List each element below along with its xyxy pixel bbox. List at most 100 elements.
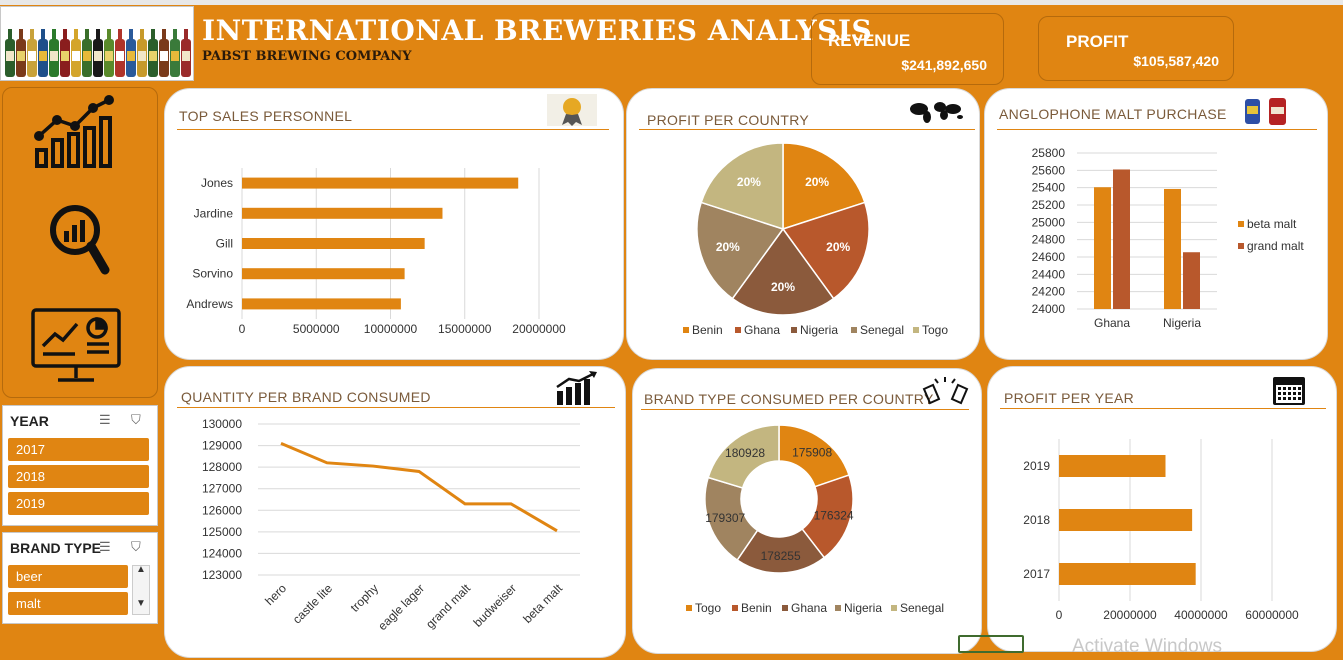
category-label: Andrews: [186, 297, 233, 311]
brand-option-beer[interactable]: beer: [8, 565, 128, 588]
calendar-icon: [1273, 377, 1305, 405]
data-label: 20%: [737, 175, 761, 189]
calendar-cell: [1283, 397, 1286, 400]
legend-label: Senegal: [900, 601, 944, 615]
magnifier-chart-icon[interactable]: [50, 205, 110, 275]
calendar-cell: [1288, 387, 1291, 390]
year-option-2018[interactable]: 2018: [8, 465, 149, 488]
legend-label: Benin: [741, 601, 772, 615]
year-option-2017[interactable]: 2017: [8, 438, 149, 461]
bottle-neck: [19, 29, 23, 41]
category-label: beta malt: [520, 581, 565, 626]
bottle-label: [28, 51, 36, 61]
y-tick-label: 24200: [1032, 285, 1066, 299]
brand-type-country-title: BRAND TYPE CONSUMED PER COUNTRY: [644, 391, 934, 407]
scroll-up-icon[interactable]: ▲: [136, 564, 146, 575]
y-tick-label: 24000: [1032, 302, 1066, 316]
legend-swatch: [1238, 221, 1244, 227]
brand-type-country-chart: 175908 176324 178255 179307 180928 Togo Benin G…: [686, 377, 969, 615]
scroll-down-icon[interactable]: ▼: [136, 598, 146, 609]
bottle-neck: [107, 29, 111, 41]
bottle-label: [72, 51, 80, 61]
calendar-cell: [1293, 392, 1296, 395]
profit-country-title: PROFIT PER COUNTRY: [647, 112, 810, 128]
profit-country-chart: 20% 20% 20% 20% 20% Benin Ghana Nigeria Senegal T…: [683, 102, 963, 337]
x-tick-label: 0: [1056, 608, 1063, 622]
anglophone-title: ANGLOPHONE MALT PURCHASE: [999, 106, 1227, 122]
calendar-cell: [1278, 387, 1281, 390]
data-label: 178255: [761, 549, 801, 563]
bottle-neck: [140, 29, 144, 41]
clear-filter-icon[interactable]: ⛉: [131, 412, 141, 427]
category-label: castle lite: [290, 581, 336, 627]
profit-year-title: PROFIT PER YEAR: [1004, 390, 1135, 406]
calendar-cell: [1293, 387, 1296, 390]
title-rule: [997, 129, 1317, 130]
year-option-2019[interactable]: 2019: [8, 492, 149, 515]
slicer-scrollbar[interactable]: ▲ ▼: [132, 564, 150, 615]
y-tick-label: 25400: [1032, 181, 1066, 195]
bar: [1183, 252, 1200, 309]
bottle-label: [50, 51, 58, 61]
monitor-dashboard-icon[interactable]: [31, 308, 121, 382]
category-label: 2017: [1023, 567, 1050, 581]
category-label: eagle lager: [375, 581, 427, 633]
year-slicer-label: YEAR: [10, 413, 49, 429]
title-rule: [177, 407, 615, 408]
bottle-neck: [63, 29, 67, 41]
profit-year-card: PROFIT PER YEAR 0 20000000 40000000 6000000…: [987, 366, 1337, 652]
legend-label: Nigeria: [844, 601, 882, 615]
donut-slice: [707, 424, 780, 489]
legend-swatch: [891, 605, 897, 611]
calendar-cell: [1293, 397, 1296, 400]
legend-label: Togo: [922, 323, 948, 337]
category-label: 2018: [1023, 513, 1050, 527]
brand-option-malt[interactable]: malt: [8, 592, 128, 615]
bottle-neck: [8, 29, 12, 41]
data-label: 180928: [725, 446, 765, 460]
category-label: Gill: [216, 237, 233, 251]
title-rule: [639, 129, 975, 130]
slice: [781, 201, 870, 300]
line-bar-chart-icon[interactable]: [34, 95, 114, 168]
revenue-kpi-card: REVENUE $241,892,650: [811, 13, 1004, 85]
y-tick-label: 126000: [202, 503, 242, 517]
category-label: 2019: [1023, 459, 1050, 473]
data-label: 20%: [716, 240, 740, 254]
bottle-neck: [151, 29, 155, 41]
bottle-neck: [85, 29, 89, 41]
y-tick-label: 24800: [1032, 233, 1066, 247]
bottle-neck: [129, 29, 133, 41]
anglophone-card: ANGLOPHONE MALT PURCHASE 24000 24200 24400…: [984, 88, 1328, 360]
bottle-neck: [162, 29, 166, 41]
revenue-label: REVENUE: [828, 31, 911, 50]
legend-swatch: [791, 327, 797, 333]
nav-panel: [2, 87, 158, 398]
multi-select-icon[interactable]: ☰: [99, 412, 111, 427]
clear-filter-icon[interactable]: ⛉: [131, 539, 141, 554]
y-tick-label: 123000: [202, 568, 242, 582]
bottle-label: [127, 51, 135, 61]
brand-type-slicer-label: BRAND TYPE: [10, 540, 102, 556]
legend-swatch: [732, 605, 738, 611]
y-tick-label: 24400: [1032, 267, 1066, 281]
bar: [1059, 563, 1196, 585]
legend-label: Senegal: [860, 323, 904, 337]
legend-swatch: [782, 605, 788, 611]
title-rule: [641, 409, 969, 410]
category-label: Sorvino: [192, 267, 233, 281]
slice: [700, 142, 784, 231]
data-label: 179307: [705, 511, 745, 525]
bottle-label: [182, 51, 190, 61]
bar: [1164, 188, 1181, 309]
malt-cans-icon: [1245, 98, 1286, 125]
brand-type-country-card: BRAND TYPE CONSUMED PER COUNTRY 175908 17…: [632, 368, 982, 654]
legend-label: Nigeria: [800, 323, 838, 337]
profit-label: PROFIT: [1066, 32, 1129, 51]
bottle-neck: [74, 29, 78, 41]
bottle-label: [39, 51, 47, 61]
bottle-label: [116, 51, 124, 61]
y-tick-label: 25200: [1032, 198, 1066, 212]
multi-select-icon[interactable]: ☰: [99, 539, 111, 554]
beer-bottles-logo: [0, 6, 194, 81]
